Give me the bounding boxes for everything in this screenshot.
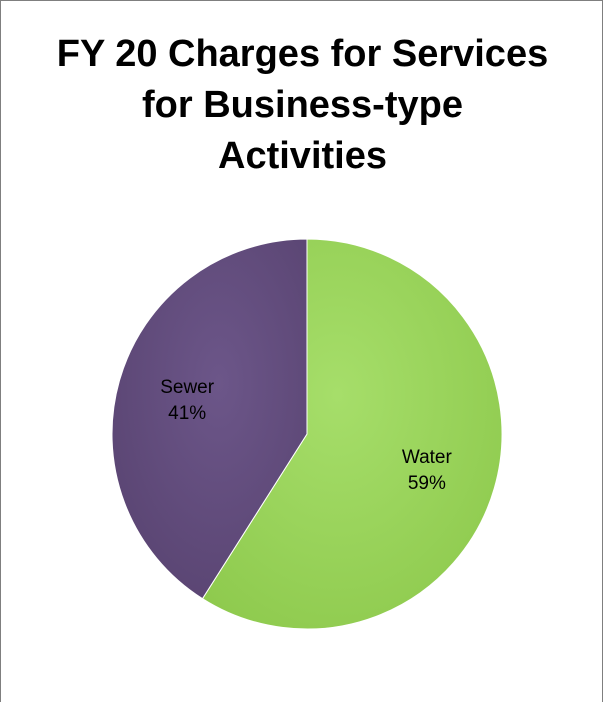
pie-labels: Water 59% Sewer 41% — [160, 377, 452, 494]
pie-label-sewer-percent: 41% — [168, 403, 206, 424]
chart-title-line-2: for Business-type — [142, 84, 463, 126]
pie-label-water-name: Water — [402, 447, 453, 468]
chart-title-line-3: Activities — [218, 135, 387, 177]
pie-slices — [111, 238, 503, 630]
pie-slice-water — [201, 238, 503, 630]
pie-label-water-percent: 59% — [408, 473, 446, 494]
pie-label-sewer-name: Sewer — [160, 377, 215, 398]
chart-title-line-1: FY 20 Charges for Services — [56, 33, 549, 75]
pie-slice-sewer — [111, 238, 308, 600]
chart-title: FY 20 Charges for Services for Business-… — [41, 29, 564, 182]
